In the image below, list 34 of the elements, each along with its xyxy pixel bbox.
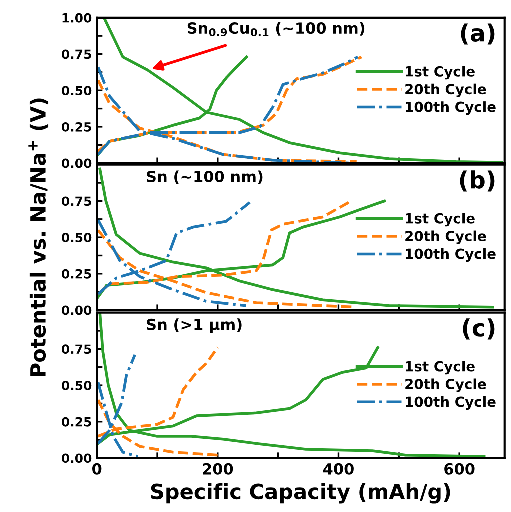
y-tick-label: 0.50	[62, 86, 92, 96]
y-tick-label: 0.00	[62, 454, 92, 464]
legend-label: 1st Cycle	[406, 361, 475, 375]
y-tick-label: 0.75	[62, 344, 92, 354]
x-tick-label: 400	[323, 463, 354, 475]
y-tick-label: 0.00	[62, 158, 92, 168]
y-tick-label: 1.00	[62, 13, 92, 23]
x-tick-label: 0	[92, 463, 102, 475]
annotation: (b)	[460, 170, 495, 192]
legend-label: 1st Cycle	[406, 66, 475, 80]
y-tick-label: 0.75	[62, 196, 92, 206]
text: 20th Cycle	[406, 230, 486, 244]
annotation: Sn$_{0.9}$Cu$_{0.1}$ (~100 nm)	[188, 22, 365, 37]
legend-label: 20th Cycle	[406, 84, 486, 98]
y-tick-label: 0.75	[62, 50, 92, 60]
y-tick-label: 0.00	[62, 306, 92, 316]
legend-label: 100th Cycle	[406, 102, 496, 116]
legend-label: 100th Cycle	[406, 248, 496, 262]
series-label: 1st Cycle	[406, 213, 475, 227]
legend-label: 20th Cycle	[406, 378, 486, 392]
x-tick-label: 200	[203, 463, 234, 475]
annotation: (a)	[461, 24, 495, 45]
y-tick-label: 0.25	[62, 122, 92, 132]
legend-label: 100th Cycle	[406, 396, 496, 410]
y-tick-label: 0.50	[62, 233, 92, 242]
annotation: (c)	[463, 318, 495, 340]
y-tick-label: 0.25	[62, 417, 92, 427]
y-tick-label: 0.25	[62, 269, 92, 279]
x-tick-label: 600	[444, 463, 475, 475]
annotation: Sn (~100 nm)	[147, 170, 263, 184]
x-axis-title: Specific Capacity (mAh/g)	[151, 483, 450, 504]
y-axis-title: Potential vs. Na/Na$^{+}$ (V)	[28, 98, 49, 376]
y-tick-label: 0.50	[62, 381, 92, 390]
annotation: Sn (>1 μm)	[147, 318, 242, 334]
